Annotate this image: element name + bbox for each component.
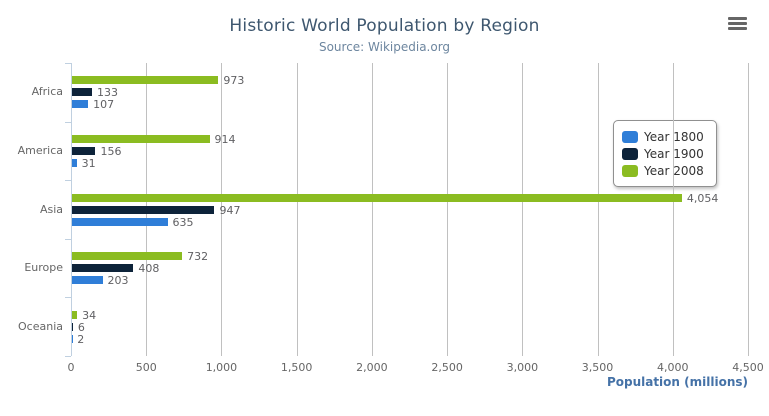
category-axis-line xyxy=(71,63,72,356)
category-label-africa: Africa xyxy=(31,85,63,99)
bar-year-2008-africa[interactable] xyxy=(72,76,219,85)
category-label-asia: Asia xyxy=(39,202,63,216)
legend-swatch-icon xyxy=(622,130,638,143)
bar-year-1800-asia[interactable] xyxy=(72,217,168,226)
gridline-4500 xyxy=(748,63,749,356)
gridline-4000 xyxy=(672,63,674,356)
bar-year-1900-asia[interactable] xyxy=(72,205,215,214)
category-axis-tick xyxy=(65,238,71,240)
bar-year-2008-america[interactable] xyxy=(72,134,210,143)
bar-year-1900-europe[interactable] xyxy=(72,264,134,273)
legend-item-year-1900[interactable]: Year 1900 xyxy=(622,145,704,162)
category-axis-tick xyxy=(65,297,71,299)
legend: Year 1800 Year 1900 Year 2008 xyxy=(613,120,717,187)
category-axis-tick xyxy=(65,356,71,357)
bar-value-label: 156 xyxy=(100,144,122,158)
category-axis-tick xyxy=(65,63,71,64)
bar-value-label: 6 xyxy=(77,320,85,334)
bar-year-2008-oceania[interactable] xyxy=(72,310,78,319)
chart-title: Historic World Population by Region xyxy=(229,16,540,36)
chart-subtitle: Source: Wikipedia.org xyxy=(318,40,451,54)
bar-value-label: 4,054 xyxy=(686,191,719,205)
bar-value-label: 133 xyxy=(97,86,118,100)
gridline-2500 xyxy=(447,63,449,356)
bar-value-label: 408 xyxy=(138,262,160,276)
bar-value-label: 203 xyxy=(107,274,129,288)
legend-item-year-2008[interactable]: Year 2008 xyxy=(622,162,704,179)
category-axis-tick xyxy=(65,180,71,182)
gridline-1500 xyxy=(296,63,298,356)
category-label-europe: Europe xyxy=(24,261,63,275)
gridline-3500 xyxy=(597,63,599,356)
xaxis-tick-label-1000: 1,000 xyxy=(205,361,238,374)
bar-year-1800-africa[interactable] xyxy=(72,100,89,109)
legend-swatch-icon xyxy=(622,147,638,160)
xaxis-tick-label-3500: 3,500 xyxy=(581,361,614,374)
bar-year-1900-america[interactable] xyxy=(72,146,96,155)
legend-label: Year 1900 xyxy=(644,146,704,161)
legend-item-year-1800[interactable]: Year 1800 xyxy=(622,128,704,145)
bar-value-label: 732 xyxy=(187,250,209,264)
xaxis-tick-label-4000: 4,000 xyxy=(657,361,689,374)
xaxis-tick-label-2500: 2,500 xyxy=(431,361,463,374)
bar-value-label: 635 xyxy=(172,215,194,229)
hamburger-menu-icon[interactable] xyxy=(728,17,747,31)
bar-value-label: 34 xyxy=(82,308,97,322)
legend-label: Year 1800 xyxy=(644,129,704,144)
xaxis-title: Population (millions) xyxy=(606,375,748,389)
category-label-america: America xyxy=(17,143,63,157)
bar-value-label: 947 xyxy=(219,203,241,217)
gridline-1000 xyxy=(221,63,223,356)
xaxis-tick-label-4500: 4,500 xyxy=(732,361,764,374)
xaxis-tick-label-1500: 1,500 xyxy=(280,361,313,374)
bar-value-label: 107 xyxy=(93,98,115,112)
xaxis-tick-label-3000: 3,000 xyxy=(506,361,539,374)
bar-year-1900-oceania[interactable] xyxy=(72,322,73,331)
bar-value-label: 31 xyxy=(81,156,96,170)
bar-value-label: 914 xyxy=(214,132,236,146)
category-axis-tick xyxy=(65,121,71,123)
bar-year-2008-asia[interactable] xyxy=(72,193,682,202)
xaxis-tick-label-500: 500 xyxy=(135,361,157,374)
bar-year-1900-africa[interactable] xyxy=(72,88,92,97)
category-label-oceania: Oceania xyxy=(18,319,63,333)
legend-label: Year 2008 xyxy=(644,163,704,178)
bar-value-label: 2 xyxy=(77,332,85,346)
xaxis-tick-label-2000: 2,000 xyxy=(356,361,388,374)
xaxis-tick-label-0: 0 xyxy=(67,361,75,374)
bar-year-1800-america[interactable] xyxy=(72,158,77,167)
gridline-3000 xyxy=(522,63,524,356)
bar-year-2008-europe[interactable] xyxy=(72,252,183,261)
bar-year-1800-europe[interactable] xyxy=(72,276,103,285)
gridline-2000 xyxy=(371,63,373,356)
bar-value-label: 973 xyxy=(223,74,245,88)
legend-swatch-icon xyxy=(622,164,638,177)
